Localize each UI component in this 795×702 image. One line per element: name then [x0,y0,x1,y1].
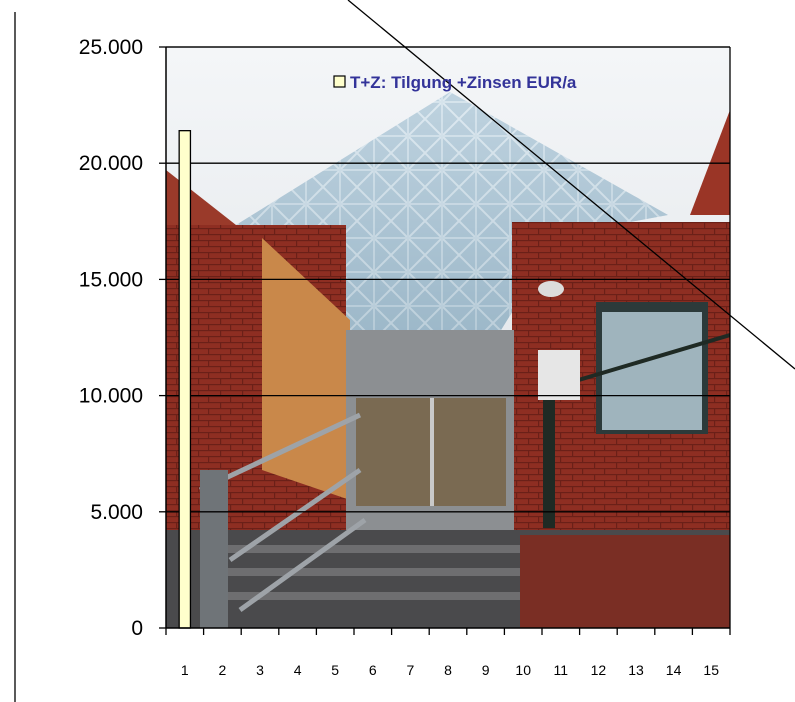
background-photo [166,47,730,628]
x-tick-label: 9 [482,662,490,678]
bar [178,130,192,629]
legend-label: T+Z: Tilgung +Zinsen EUR/a [350,73,577,92]
x-tick-label: 10 [515,662,531,678]
legend-swatch [333,75,346,88]
y-tick-label: 0 [131,617,143,640]
axes [159,46,731,635]
x-tick-label: 11 [554,662,569,678]
x-tick-label: 5 [331,662,339,678]
y-tick-label: 5.000 [90,501,143,524]
x-tick-label: 1 [181,662,189,678]
diagonal-line [347,0,795,370]
bars [178,130,192,629]
x-tick-label: 3 [256,662,264,678]
legend: T+Z: Tilgung +Zinsen EUR/a [333,73,577,92]
y-tick-label: 20.000 [79,152,143,175]
x-tick-label: 4 [294,662,302,678]
y-tick-label: 10.000 [79,385,143,408]
x-tick-label: 15 [703,662,719,678]
x-tick-label: 14 [666,662,682,678]
x-tick-label: 13 [628,662,644,678]
y-tick-label: 15.000 [79,268,143,291]
x-tick-label: 6 [369,662,377,678]
y-tick-label: 25.000 [79,36,143,59]
x-tick-label: 2 [219,662,227,678]
x-tick-label: 12 [591,662,607,678]
x-tick-label: 8 [444,662,452,678]
x-tick-label: 7 [407,662,415,678]
